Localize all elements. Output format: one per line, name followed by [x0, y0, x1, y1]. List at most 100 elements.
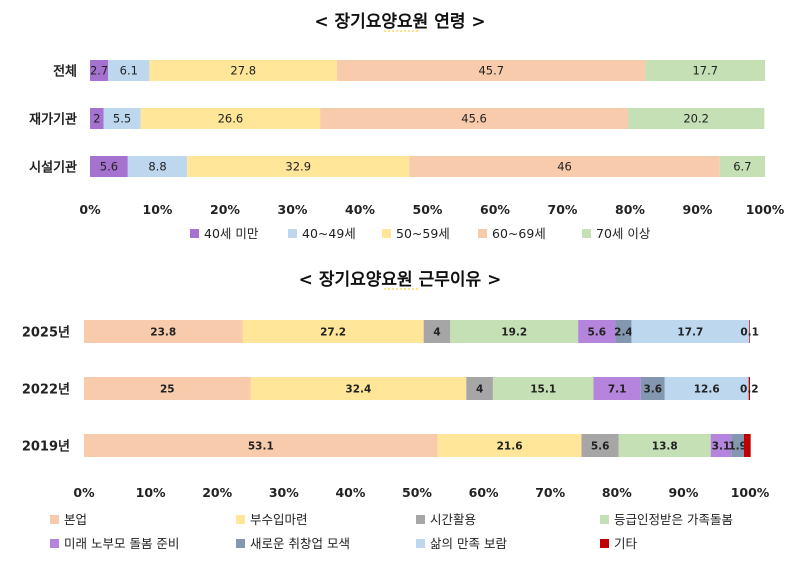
bar-segment	[149, 60, 338, 81]
legend-swatch	[600, 539, 609, 548]
data-label: 2	[93, 112, 100, 126]
data-label: 6.7	[733, 160, 751, 174]
legend-entry: 새로운 취창업 모색	[250, 536, 350, 551]
x-tick-label: 40%	[335, 485, 365, 500]
bar-segment	[187, 156, 410, 177]
data-label: 26.6	[218, 112, 244, 126]
x-tick-label: 70%	[548, 202, 578, 217]
bar-segment	[631, 320, 750, 343]
data-label: 21.6	[497, 441, 523, 453]
legend-entry: 부수입마련	[250, 512, 308, 527]
bar-segment	[90, 60, 109, 81]
data-label: 46	[557, 160, 572, 174]
bar-segment	[749, 320, 750, 343]
bar-segment	[84, 320, 243, 343]
legend-swatch	[50, 539, 59, 548]
bar-segment	[450, 320, 579, 343]
chart-title: < 장기요양요원 근무이유 >	[299, 270, 502, 290]
bar-segment	[437, 434, 582, 457]
data-label: 7.1	[608, 384, 627, 396]
legend-swatch	[190, 229, 199, 238]
data-label: 5.6	[591, 441, 610, 453]
bar-segment	[640, 377, 665, 400]
legend-entry: 본업	[64, 512, 87, 527]
x-tick-label: 30%	[269, 485, 299, 500]
bar-segment	[744, 434, 751, 457]
legend-entry: 40세 미만	[204, 226, 259, 241]
legend-swatch	[478, 229, 487, 238]
category-label: 전체	[53, 64, 77, 80]
bar-segment	[581, 434, 619, 457]
bar-segment	[627, 108, 765, 129]
data-label: 5.5	[113, 112, 131, 126]
bar-segment	[103, 108, 141, 129]
data-label: 17.7	[692, 64, 718, 78]
data-label: 53.1	[248, 441, 274, 453]
data-label: 0.2	[740, 384, 759, 396]
x-tick-label: 0%	[73, 485, 95, 500]
data-label: 45.6	[461, 112, 487, 126]
legend-entry: 50~59세	[396, 226, 450, 241]
data-label: 20.2	[683, 112, 709, 126]
x-tick-label: 50%	[402, 485, 432, 500]
data-label: 12.6	[694, 384, 720, 396]
bar-segment	[84, 377, 251, 400]
legend-swatch	[236, 515, 245, 524]
chart-title: < 장기요양요원 연령 >	[314, 11, 485, 32]
data-label: 45.7	[478, 64, 504, 78]
legend-swatch	[416, 515, 425, 524]
data-label: 5.6	[100, 160, 118, 174]
x-tick-label: 100%	[731, 485, 770, 500]
data-label: 2.4	[614, 327, 633, 339]
x-tick-label: 60%	[480, 202, 510, 217]
bar-segment	[409, 156, 720, 177]
data-label: 0.1	[740, 327, 759, 339]
x-tick-label: 40%	[345, 202, 375, 217]
bar-segment	[748, 377, 750, 400]
data-label: 2.7	[90, 64, 108, 78]
bar-segment	[731, 434, 745, 457]
data-label: 32.4	[345, 384, 371, 396]
data-label: 1.9	[728, 441, 747, 453]
legend-swatch	[416, 539, 425, 548]
bar-segment	[466, 377, 493, 400]
data-label: 6.1	[120, 64, 138, 78]
legend-swatch	[600, 515, 609, 524]
bar-segment	[615, 320, 632, 343]
bar-segment	[664, 377, 749, 400]
x-tick-label: 90%	[668, 485, 698, 500]
x-tick-label: 50%	[413, 202, 443, 217]
legend-entry: 미래 노부모 돌봄 준비	[64, 536, 179, 551]
bar-segment	[84, 434, 438, 457]
bar-segment	[578, 320, 616, 343]
legend-swatch	[382, 229, 391, 238]
bar-segment	[645, 60, 765, 81]
data-label: 4	[433, 327, 440, 339]
bar-segment	[710, 434, 732, 457]
data-label: 15.1	[530, 384, 556, 396]
legend-entry: 시간활용	[430, 512, 476, 527]
x-tick-label: 90%	[683, 202, 713, 217]
legend-swatch	[236, 539, 245, 548]
data-label: 19.2	[501, 327, 527, 339]
data-label: 17.7	[677, 327, 703, 339]
bar-segment	[242, 320, 424, 343]
data-label: 13.8	[652, 441, 678, 453]
category-label: 2019년	[22, 440, 70, 455]
x-tick-label: 30%	[278, 202, 308, 217]
x-tick-label: 20%	[202, 485, 232, 500]
x-tick-label: 10%	[143, 202, 173, 217]
data-label: 4	[476, 384, 483, 396]
x-tick-label: 70%	[535, 485, 565, 500]
bar-segment	[337, 60, 646, 81]
data-label: 8.8	[148, 160, 166, 174]
category-label: 2022년	[22, 383, 70, 398]
data-label: 27.2	[320, 327, 346, 339]
legend-entry: 삶의 만족 보람	[430, 536, 507, 551]
category-label: 시설기관	[29, 160, 77, 176]
data-label: 3.6	[643, 384, 662, 396]
legend-entry: 60~69세	[492, 226, 546, 241]
legend-swatch	[582, 229, 591, 238]
